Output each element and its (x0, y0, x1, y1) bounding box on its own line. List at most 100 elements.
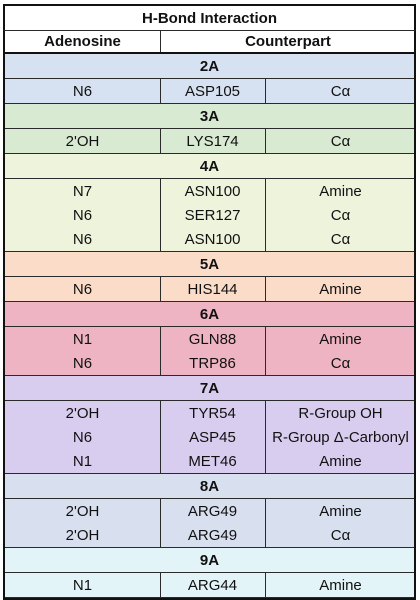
section-rows: 2'OH TYR54 R-Group OH N6 ASP45 R-Group Δ-Carb… (5, 401, 414, 474)
h-bond-table: H-Bond Interaction Adenosine Counterpart… (3, 4, 416, 600)
column-divider (265, 277, 266, 301)
column-divider (160, 129, 161, 153)
table-row: 2'OH TYR54 R-Group OH (5, 401, 418, 425)
section-9A: 9A N1 ARG44 Amine (3, 548, 416, 600)
residue-cell: ARG49 (187, 502, 238, 520)
table-row: N6 ASP105 Cα (5, 79, 418, 103)
table-row: N1 MET46 Amine (5, 449, 418, 473)
section-header: 7A (5, 376, 414, 401)
table-row: N6 ASN100 Cα (5, 227, 418, 251)
atom-cell: Cα (330, 354, 351, 372)
adenosine-cell: 2'OH (65, 526, 100, 544)
section-rows: N1 GLN88 Amine N6 TRP86 Cα (5, 327, 414, 376)
section-6A: 6A N1 GLN88 Amine N6 TRP86 Cα (3, 302, 416, 376)
table-row: 2'OH ARG49 Cα (5, 523, 418, 547)
column-divider (160, 401, 161, 473)
atom-cell: R-Group OH (298, 404, 383, 422)
adenosine-cell: N6 (72, 354, 93, 372)
section-rows: N6 HIS144 Amine (5, 277, 414, 302)
table-row: N6 ASP45 R-Group Δ-Carbonyl (5, 425, 418, 449)
column-divider (265, 129, 266, 153)
table-body: 2A N6 ASP105 Cα 3A 2'OH LYS174 Cα 4A N7 ASN100 Amin… (3, 54, 416, 600)
column-divider (160, 179, 161, 251)
section-header: 2A (5, 54, 414, 79)
section-label: 6A (199, 305, 220, 323)
table-title-row: H-Bond Interaction (3, 4, 416, 30)
section-label: 8A (199, 477, 220, 495)
column-divider (265, 179, 266, 251)
section-4A: 4A N7 ASN100 Amine N6 SER127 Cα N6 ASN100 Cα (3, 154, 416, 252)
adenosine-cell: N1 (72, 576, 93, 594)
section-rows: N7 ASN100 Amine N6 SER127 Cα N6 ASN100 Cα (5, 179, 414, 252)
atom-cell: Amine (319, 502, 362, 520)
adenosine-cell: N6 (72, 82, 93, 100)
adenosine-cell: N1 (72, 330, 93, 348)
table-title: H-Bond Interaction (142, 9, 277, 27)
header-divider (160, 31, 161, 52)
atom-cell: Amine (319, 280, 362, 298)
residue-cell: ARG49 (187, 526, 238, 544)
column-divider (265, 573, 266, 597)
table-row: N1 ARG44 Amine (5, 573, 418, 597)
section-label: 2A (199, 57, 220, 75)
section-label: 3A (199, 107, 220, 125)
section-rows: N6 ASP105 Cα (5, 79, 414, 104)
residue-cell: TYR54 (189, 404, 236, 422)
residue-cell: GLN88 (188, 330, 237, 348)
header-adenosine: Adenosine (44, 33, 121, 50)
residue-cell: HIS144 (187, 280, 238, 298)
table-header-row: Adenosine Counterpart (3, 30, 416, 54)
section-3A: 3A 2'OH LYS174 Cα (3, 104, 416, 154)
residue-cell: ASN100 (184, 230, 241, 248)
adenosine-cell: 2'OH (65, 502, 100, 520)
adenosine-cell: N6 (72, 206, 93, 224)
atom-cell: Amine (319, 182, 362, 200)
table-row: N7 ASN100 Amine (5, 179, 418, 203)
section-header: 3A (5, 104, 414, 129)
adenosine-cell: N7 (72, 182, 93, 200)
section-label: 9A (199, 551, 220, 569)
section-label: 7A (199, 379, 220, 397)
adenosine-cell: 2'OH (65, 132, 100, 150)
table-row: N6 HIS144 Amine (5, 277, 418, 301)
residue-cell: ASP105 (184, 82, 241, 100)
adenosine-cell: N6 (72, 230, 93, 248)
column-divider (265, 327, 266, 375)
table-row: N6 TRP86 Cα (5, 351, 418, 375)
section-8A: 8A 2'OH ARG49 Amine 2'OH ARG49 Cα (3, 474, 416, 548)
section-rows: 2'OH ARG49 Amine 2'OH ARG49 Cα (5, 499, 414, 548)
section-header: 9A (5, 548, 414, 573)
table-row: 2'OH LYS174 Cα (5, 129, 418, 153)
atom-cell: Amine (319, 330, 362, 348)
adenosine-cell: N1 (72, 452, 93, 470)
residue-cell: SER127 (184, 206, 241, 224)
section-header: 5A (5, 252, 414, 277)
atom-cell: Amine (319, 452, 362, 470)
atom-cell: R-Group Δ-Carbonyl (272, 428, 409, 446)
residue-cell: LYS174 (186, 132, 239, 150)
section-header: 4A (5, 154, 414, 179)
section-7A: 7A 2'OH TYR54 R-Group OH N6 ASP45 R-Group Δ-Ca… (3, 376, 416, 474)
table-row: N1 GLN88 Amine (5, 327, 418, 351)
column-divider (160, 573, 161, 597)
atom-cell: Cα (330, 230, 351, 248)
column-divider (265, 401, 266, 473)
atom-cell: Cα (330, 132, 351, 150)
header-counterpart: Counterpart (245, 33, 331, 50)
column-divider (160, 277, 161, 301)
atom-cell: Amine (319, 576, 362, 594)
section-5A: 5A N6 HIS144 Amine (3, 252, 416, 302)
adenosine-cell: N6 (72, 280, 93, 298)
residue-cell: ARG44 (187, 576, 238, 594)
residue-cell: MET46 (188, 452, 237, 470)
atom-cell: Cα (330, 526, 351, 544)
section-2A: 2A N6 ASP105 Cα (3, 54, 416, 104)
residue-cell: ASP45 (189, 428, 236, 446)
table-row: 2'OH ARG49 Amine (5, 499, 418, 523)
adenosine-cell: N6 (72, 428, 93, 446)
column-divider (265, 79, 266, 103)
column-divider (265, 499, 266, 547)
atom-cell: Cα (330, 82, 351, 100)
column-divider (160, 327, 161, 375)
residue-cell: TRP86 (189, 354, 236, 372)
